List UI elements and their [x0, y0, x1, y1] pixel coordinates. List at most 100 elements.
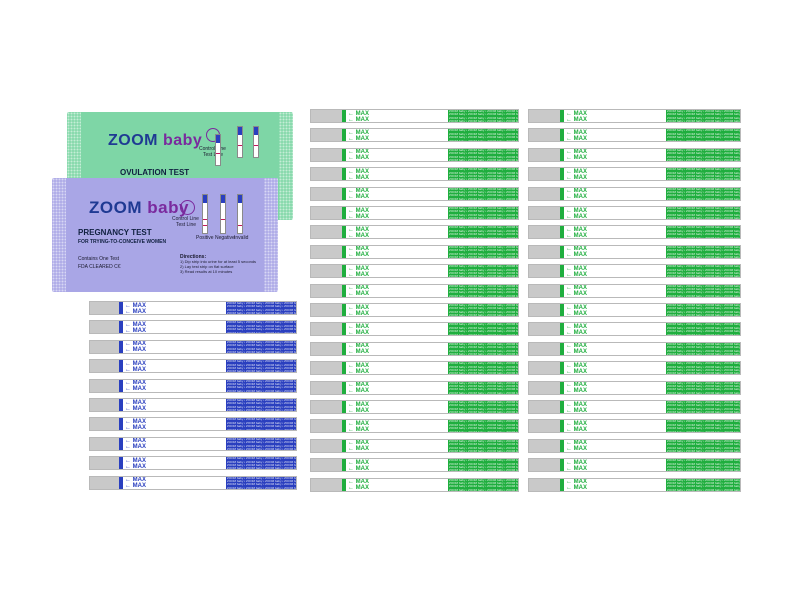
max-label: ← MAX — [348, 329, 369, 336]
pad-print-text: ZOOM baby • ZOOM baby • ZOOM baby • ZOOM… — [667, 332, 740, 336]
pad-print-text: ZOOM baby • ZOOM baby • ZOOM baby • ZOOM… — [449, 342, 518, 346]
absorbent-pad: ZOOM baby • ZOOM baby • ZOOM baby • ZOOM… — [226, 476, 296, 489]
pad-print-text: ZOOM baby • ZOOM baby • ZOOM baby • ZOOM… — [449, 274, 518, 278]
strip-handle — [529, 245, 560, 258]
max-label: ← MAX — [566, 252, 587, 259]
pad-print-text: ZOOM baby • ZOOM baby • ZOOM baby • ZOOM… — [227, 443, 296, 448]
strip-max-band — [342, 401, 346, 413]
pad-print-text: ZOOM baby • ZOOM baby • ZOOM baby • ZOOM… — [667, 371, 740, 375]
max-label: ← MAX — [566, 426, 587, 433]
max-label: ← MAX — [125, 386, 146, 393]
max-label: ← MAX — [348, 291, 369, 298]
pad-print-text: ZOOM baby • ZOOM baby • ZOOM baby • ZOOM… — [227, 346, 296, 351]
pad-print-text: ZOOM baby • ZOOM baby • ZOOM baby • ZOOM… — [449, 442, 518, 447]
pad-print-text: ZOOM baby • ZOOM baby • ZOOM baby • ZOOM… — [667, 196, 740, 200]
max-label: ← MAX — [566, 213, 587, 220]
green-test-strip-left-1: ← MAX ← MAX ZOOM baby • ZOOM baby • ZOOM b… — [310, 109, 519, 123]
pad-print-text: ZOOM baby • ZOOM baby • ZOOM baby • ZOOM… — [227, 388, 296, 392]
green-test-strip-right-1: ← MAX ← MAX ZOOM baby • ZOOM baby • ZOOM b… — [528, 109, 741, 123]
max-label: ← MAX — [348, 304, 369, 311]
absorbent-pad: ZOOM baby • ZOOM baby • ZOOM baby • ZOOM… — [666, 110, 740, 122]
strip-max-band — [560, 226, 564, 239]
pad-print-text: ZOOM baby • ZOOM baby • ZOOM baby • ZOOM… — [227, 418, 296, 422]
pad-print-text: ZOOM baby • ZOOM baby • ZOOM baby • ZOOM… — [227, 401, 296, 406]
green-strip-column-right: ← MAX ← MAX ZOOM baby • ZOOM baby • ZOOM b… — [528, 109, 741, 496]
pad-print-text: ZOOM baby • ZOOM baby • ZOOM baby • ZOOM… — [227, 381, 296, 386]
strip-max-band — [560, 401, 564, 413]
pad-print-text: ZOOM baby • ZOOM baby • ZOOM baby • ZOOM… — [449, 406, 518, 411]
max-label: ← MAX — [566, 194, 587, 201]
max-label: ← MAX — [566, 368, 587, 375]
pad-print-text: ZOOM baby • ZOOM baby • ZOOM baby • ZOOM… — [667, 251, 740, 256]
pad-print-text: ZOOM baby • ZOOM baby • ZOOM baby • ZOOM… — [667, 403, 740, 408]
pad-print-text: ZOOM baby • ZOOM baby • ZOOM baby • ZOOM… — [667, 464, 740, 469]
pad-print-text: ZOOM baby • ZOOM baby • ZOOM baby • ZOOM… — [227, 466, 296, 470]
pad-print-text: ZOOM baby • ZOOM baby • ZOOM baby • ZOOM… — [667, 448, 740, 452]
pad-print-text: ZOOM baby • ZOOM baby • ZOOM baby • ZOOM… — [449, 461, 518, 466]
pad-print-text: ZOOM baby • ZOOM baby • ZOOM baby • ZOOM… — [227, 485, 296, 489]
strip-handle — [529, 459, 560, 472]
pad-print-text: ZOOM baby • ZOOM baby • ZOOM baby • ZOOM… — [667, 422, 740, 427]
pad-print-text: ZOOM baby • ZOOM baby • ZOOM baby • ZOOM… — [227, 457, 296, 461]
max-label: ← MAX — [125, 444, 146, 451]
strip-max-band — [342, 381, 346, 394]
control-line-label: Control Line — [172, 216, 199, 222]
max-label: ← MAX — [348, 349, 369, 356]
blue-strip-column: ← MAX ← MAX ZOOM baby • ZOOM baby • ZOOM b… — [89, 301, 297, 496]
pad-print-text: ZOOM baby • ZOOM baby • ZOOM baby • ZOOM… — [667, 345, 740, 350]
brand-zoom: ZOOM — [89, 198, 142, 217]
pad-print-text: ZOOM baby • ZOOM baby • ZOOM baby • ZOOM… — [667, 410, 740, 413]
max-label: ← MAX — [566, 440, 587, 447]
green-test-strip-left-10: ← MAX ← MAX ZOOM baby • ZOOM baby • ZOOM b… — [310, 283, 519, 298]
green-test-strip-left-14: ← MAX ← MAX ZOOM baby • ZOOM baby • ZOOM b… — [310, 361, 519, 376]
green-test-strip-left-18: ← MAX ← MAX ZOOM baby • ZOOM baby • ZOOM b… — [310, 438, 519, 453]
absorbent-pad: ZOOM baby • ZOOM baby • ZOOM baby • ZOOM… — [448, 129, 518, 142]
pad-print-text: ZOOM baby • ZOOM baby • ZOOM baby • ZOOM… — [449, 484, 518, 489]
blue-test-strip-9: ← MAX ← MAX ZOOM baby • ZOOM baby • ZOOM b… — [89, 456, 297, 471]
max-label: ← MAX — [566, 407, 587, 414]
green-test-strip-right-11: ← MAX ← MAX ZOOM baby • ZOOM baby • ZOOM b… — [528, 303, 741, 317]
pad-print-text: ZOOM baby • ZOOM baby • ZOOM baby • ZOOM… — [667, 478, 740, 482]
pad-print-text: ZOOM baby • ZOOM baby • ZOOM baby • ZOOM… — [449, 329, 518, 334]
max-label: ← MAX — [348, 149, 369, 156]
pregnancy-test-pouch: ZOOM baby Control Line Test Line Positiv… — [52, 178, 278, 292]
pad-print-text: ZOOM baby • ZOOM baby • ZOOM baby • ZOOM… — [449, 323, 518, 327]
strip-handle — [90, 476, 119, 489]
pad-print-text: ZOOM baby • ZOOM baby • ZOOM baby • ZOOM… — [667, 362, 740, 366]
strip-max-band — [560, 207, 564, 219]
max-label: ← MAX — [348, 265, 369, 272]
result-label-negative: Negative — [215, 235, 235, 241]
strip-max-band — [119, 379, 123, 392]
result-label-invalid: Invalid — [234, 235, 249, 241]
pad-print-text: ZOOM baby • ZOOM baby • ZOOM baby • ZOOM… — [227, 404, 296, 409]
green-test-strip-left-7: ← MAX ← MAX ZOOM baby • ZOOM baby • ZOOM b… — [310, 225, 519, 240]
absorbent-pad: ZOOM baby • ZOOM baby • ZOOM baby • ZOOM… — [226, 379, 296, 392]
strip-max-band — [342, 245, 346, 258]
strip-max-band — [560, 148, 564, 161]
strip-handle — [529, 168, 560, 181]
strip-handle — [529, 187, 560, 200]
pad-print-text: ZOOM baby • ZOOM baby • ZOOM baby • ZOOM… — [667, 468, 740, 472]
pad-print-text: ZOOM baby • ZOOM baby • ZOOM baby • ZOOM… — [449, 151, 518, 156]
pad-print-text: ZOOM baby • ZOOM baby • ZOOM baby • ZOOM… — [449, 251, 518, 256]
pad-print-text: ZOOM baby • ZOOM baby • ZOOM baby • ZOOM… — [667, 383, 740, 388]
absorbent-pad: ZOOM baby • ZOOM baby • ZOOM baby • ZOOM… — [226, 457, 296, 470]
pad-print-text: ZOOM baby • ZOOM baby • ZOOM baby • ZOOM… — [227, 343, 296, 348]
green-test-strip-left-13: ← MAX ← MAX ZOOM baby • ZOOM baby • ZOOM b… — [310, 341, 519, 356]
pad-print-text: ZOOM baby • ZOOM baby • ZOOM baby • ZOOM… — [667, 487, 740, 491]
strip-handle — [529, 362, 560, 375]
absorbent-pad: ZOOM baby • ZOOM baby • ZOOM baby • ZOOM… — [448, 439, 518, 452]
pad-print-text: ZOOM baby • ZOOM baby • ZOOM baby • ZOOM… — [449, 209, 518, 214]
absorbent-pad: ZOOM baby • ZOOM baby • ZOOM baby • ZOOM… — [226, 321, 296, 334]
green-test-strip-right-19: ← MAX ← MAX ZOOM baby • ZOOM baby • ZOOM b… — [528, 458, 741, 473]
max-label: ← MAX — [348, 446, 369, 453]
pad-print-text: ZOOM baby • ZOOM baby • ZOOM baby • ZOOM… — [667, 131, 740, 136]
pad-print-text: ZOOM baby • ZOOM baby • ZOOM baby • ZOOM… — [667, 323, 740, 327]
strip-max-band — [342, 420, 346, 433]
strip-handle — [311, 401, 342, 413]
blue-test-strip-4: ← MAX ← MAX ZOOM baby • ZOOM baby • ZOOM b… — [89, 359, 297, 374]
pad-print-text: ZOOM baby • ZOOM baby • ZOOM baby • ZOOM… — [667, 232, 740, 237]
pad-print-text: ZOOM baby • ZOOM baby • ZOOM baby • ZOOM… — [667, 429, 740, 433]
pouch-seal-left — [52, 178, 66, 292]
strip-handle — [311, 207, 342, 219]
